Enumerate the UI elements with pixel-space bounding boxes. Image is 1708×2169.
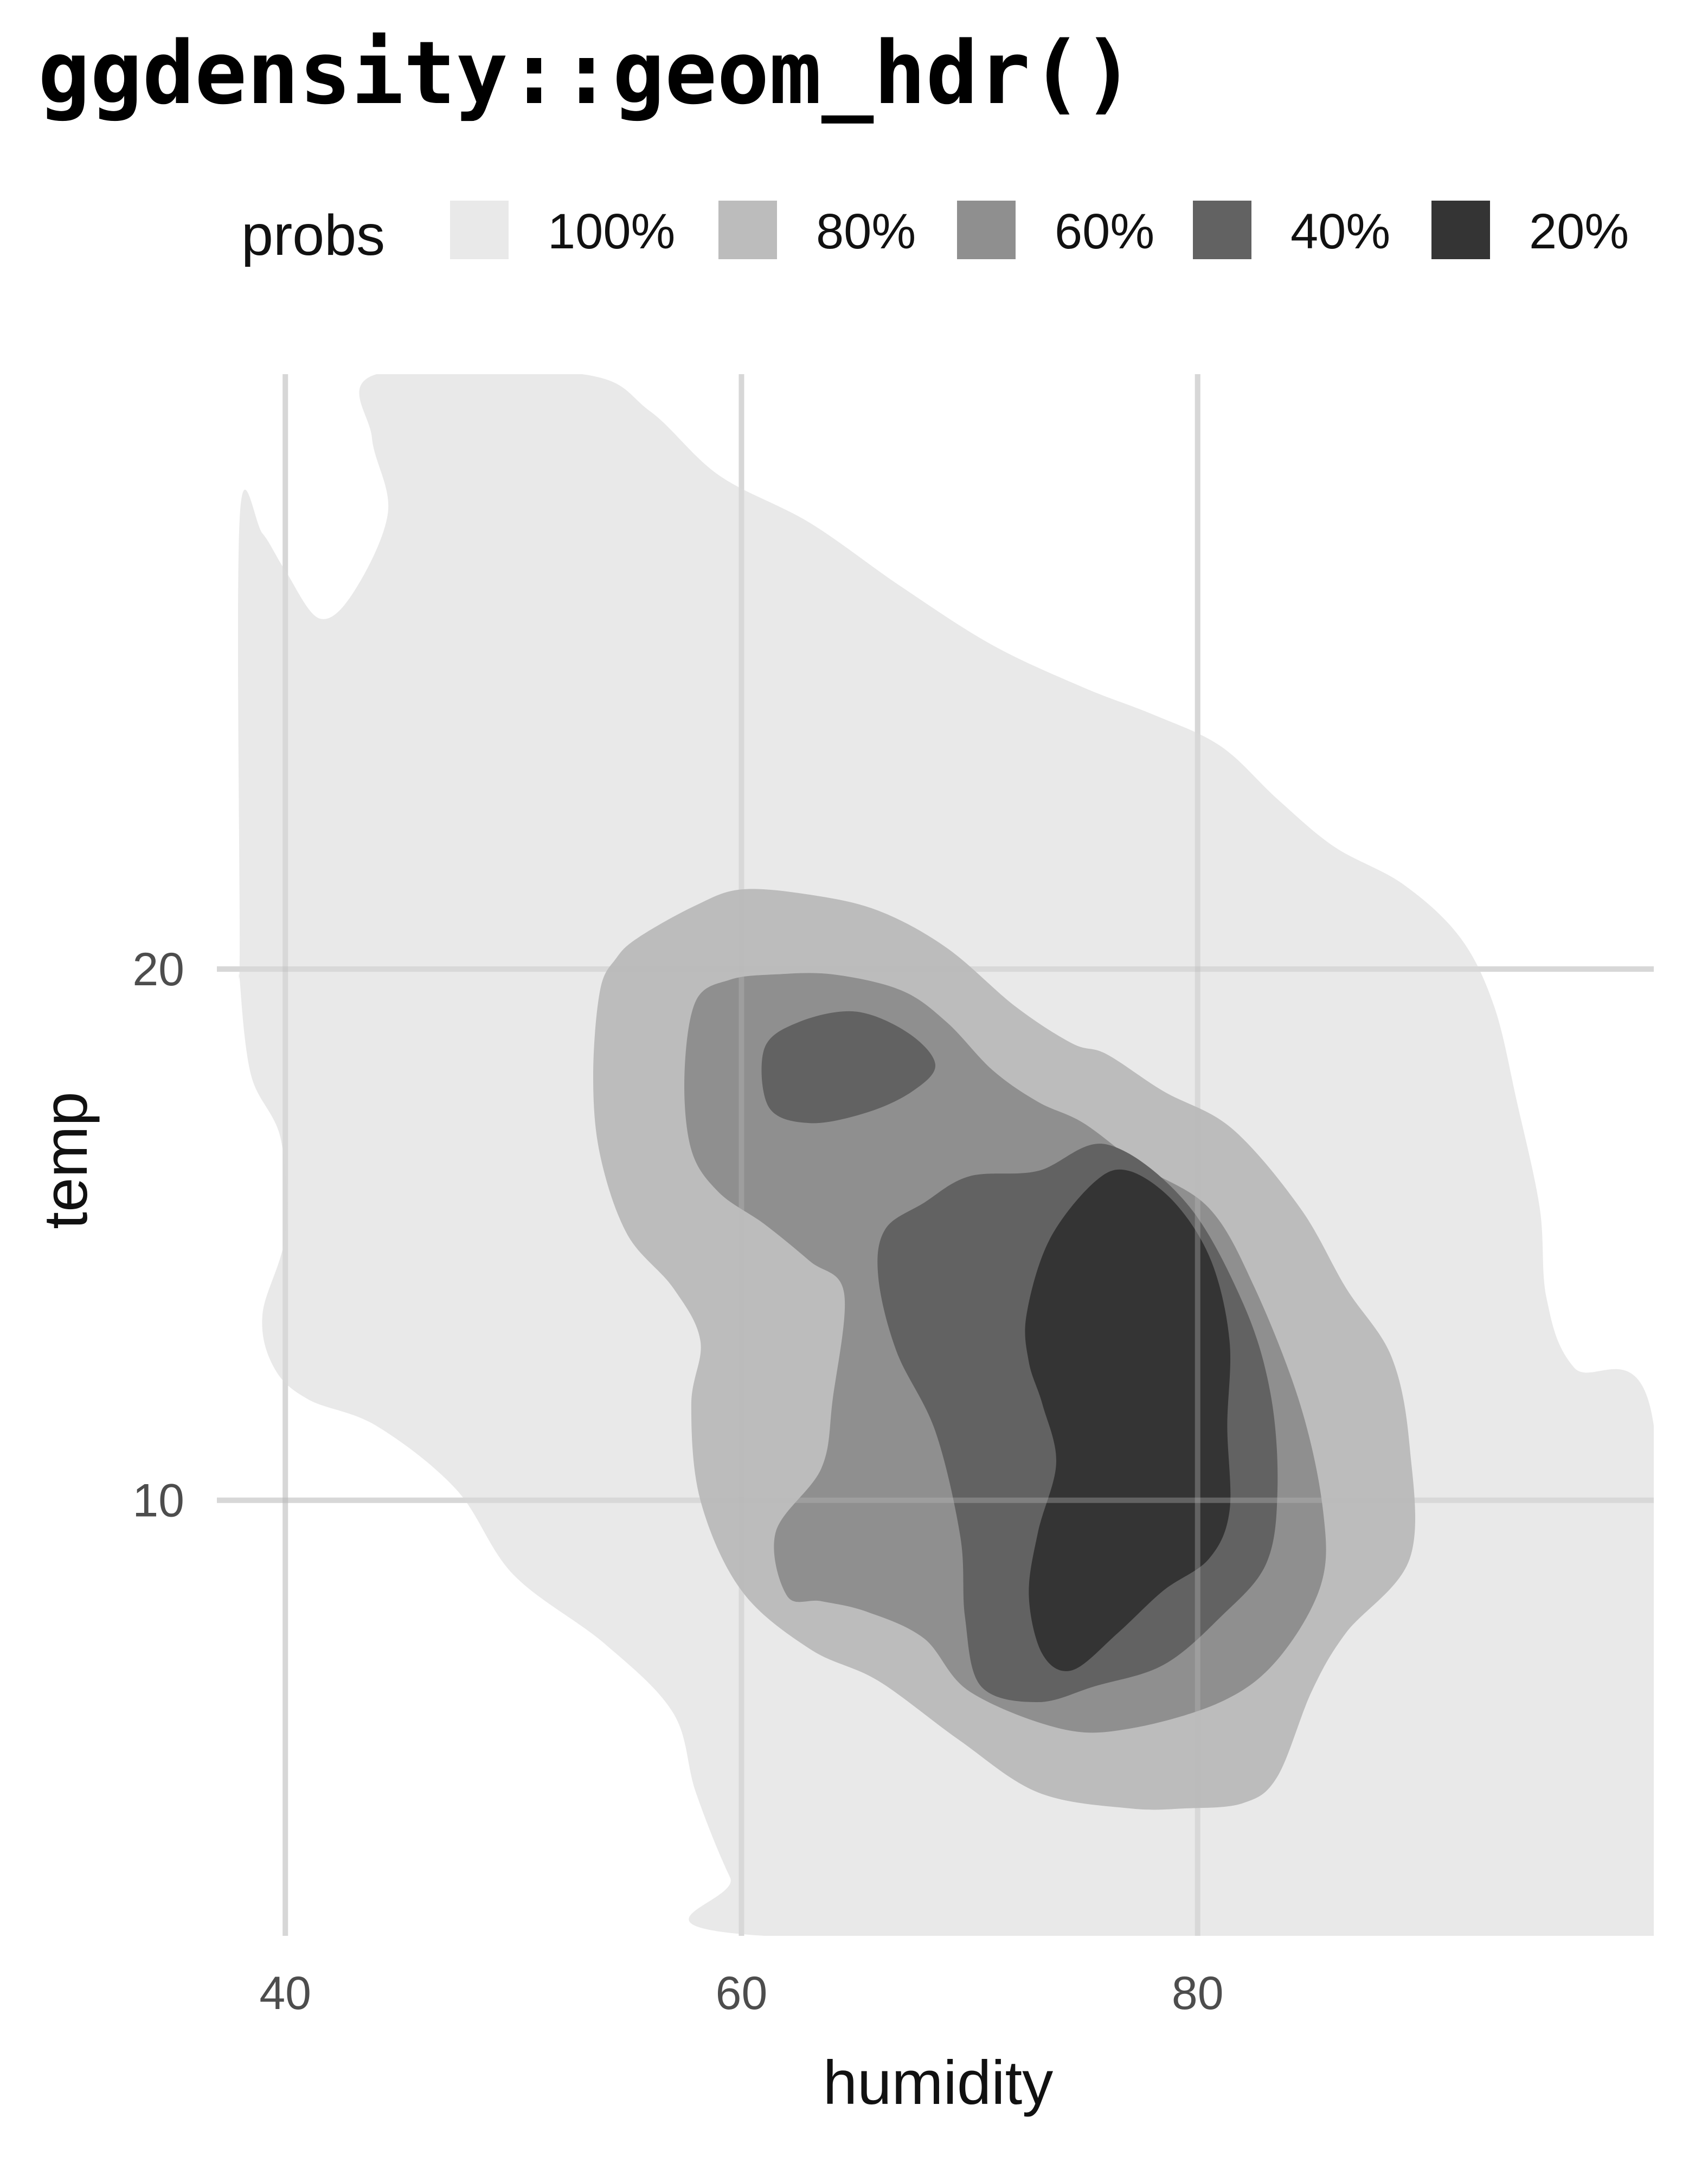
x-tick-label: 60 [716, 1967, 768, 2019]
y-tick-label: 20 [132, 944, 184, 996]
legend-key-40pct [1193, 201, 1251, 259]
hdr-region-40pct-3 [761, 1011, 936, 1124]
legend-title: probs [241, 203, 385, 267]
plot-area [217, 374, 1654, 1936]
chart-title: ggdensity::geom_hdr() [38, 22, 1135, 124]
x-axis-title: humidity [823, 2049, 1054, 2117]
x-tick-label: 40 [259, 1967, 311, 2019]
y-tick-label: 10 [132, 1475, 184, 1527]
hdr-region-20pct-5 [1025, 1169, 1231, 1671]
legend: probs 100% 80% 60% 40% 20% [241, 201, 1629, 267]
legend-label-80pct: 80% [816, 204, 916, 259]
hdr-regions [237, 374, 1654, 1936]
gridline-overlay [217, 374, 1654, 1936]
legend-label-60pct: 60% [1055, 204, 1154, 259]
y-axis-title: temp [31, 1092, 100, 1229]
legend-label-20pct: 20% [1529, 204, 1629, 259]
legend-key-20pct [1431, 201, 1490, 259]
x-axis: 40 60 80 [259, 1967, 1223, 2019]
x-tick-label: 80 [1172, 1967, 1224, 2019]
legend-key-80pct [718, 201, 777, 259]
legend-key-60pct [957, 201, 1016, 259]
legend-key-100pct [450, 201, 509, 259]
legend-label-40pct: 40% [1290, 204, 1390, 259]
legend-label-100pct: 100% [548, 204, 675, 259]
y-axis: 10 20 [132, 944, 184, 1527]
